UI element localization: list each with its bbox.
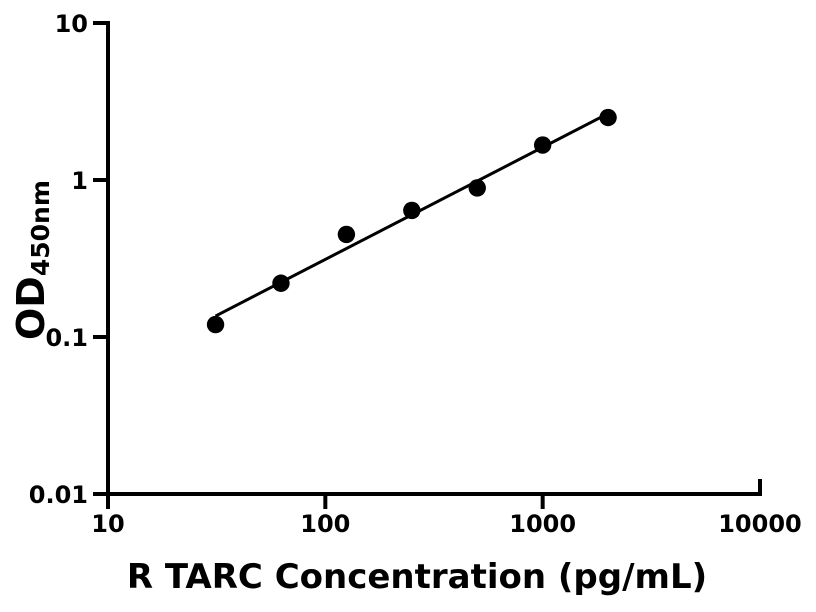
y-axis-label-main: OD xyxy=(9,276,53,340)
data-point xyxy=(337,225,356,244)
y-tick-label-0.1: 0.1 xyxy=(45,324,88,352)
y-tick-label-1: 1 xyxy=(71,167,88,195)
data-point xyxy=(206,315,225,334)
data-point xyxy=(599,108,617,127)
data-point xyxy=(468,179,486,197)
data-point xyxy=(533,136,552,154)
data-point xyxy=(272,274,290,292)
y-axis-label: OD450nm xyxy=(9,180,55,340)
x-axis-label: R TARC Concentration (pg/mL) xyxy=(126,557,708,597)
x-tick-label-1000: 1000 xyxy=(509,510,576,538)
x-tick-label-10000: 10000 xyxy=(718,510,802,538)
y-tick-label-0.01: 0.01 xyxy=(29,481,88,509)
data-point xyxy=(403,201,421,220)
y-axis-label-subscript: 450nm xyxy=(26,180,55,277)
x-tick-label-10: 10 xyxy=(91,510,124,538)
y-tick-label-10: 10 xyxy=(55,10,88,38)
x-tick-label-100: 100 xyxy=(300,510,350,538)
